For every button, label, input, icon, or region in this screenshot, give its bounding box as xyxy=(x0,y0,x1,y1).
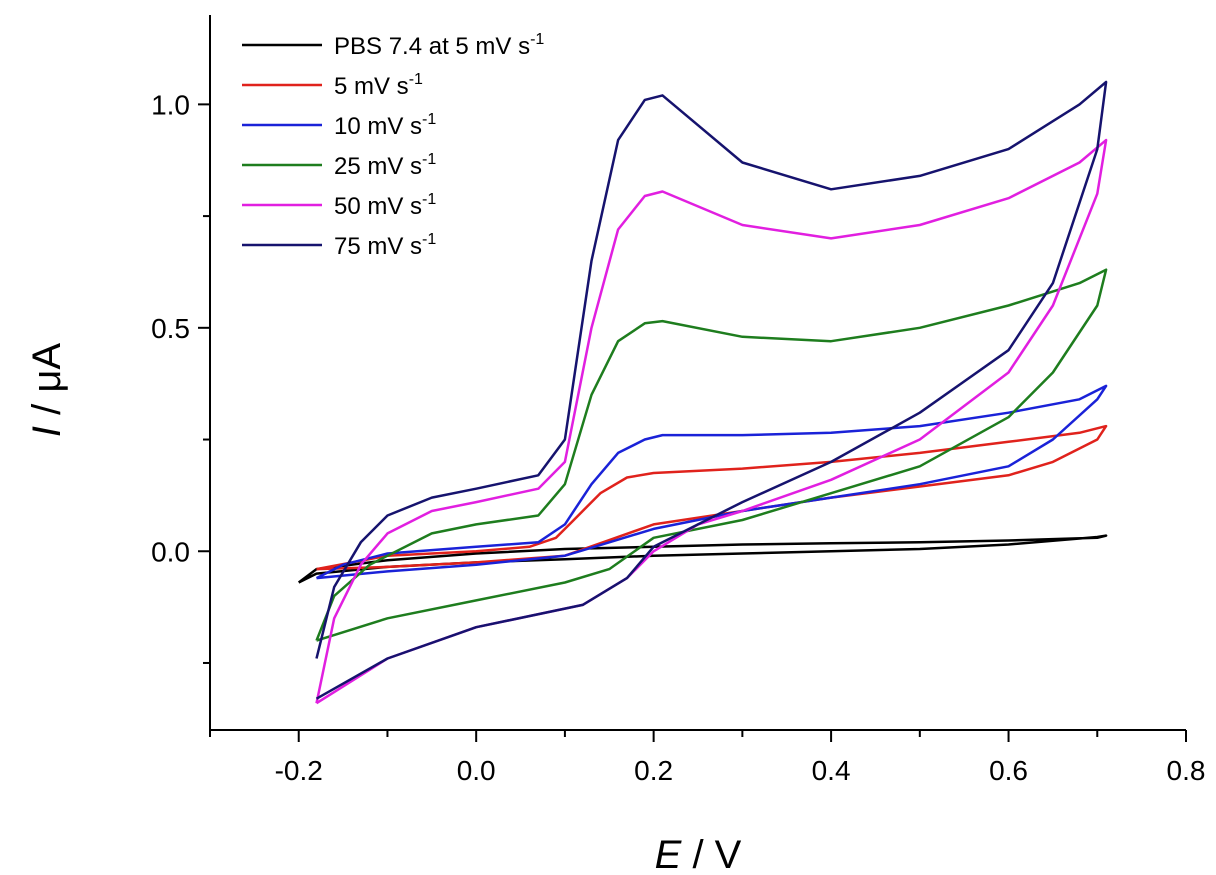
legend-label-2: 10 mV s-1 xyxy=(334,111,436,140)
x-tick-label: 0.0 xyxy=(457,755,496,786)
y-axis-unit: / μA xyxy=(25,343,69,426)
series-line-2 xyxy=(315,384,1108,580)
x-axis-title: E / V xyxy=(655,833,742,875)
legend-label-4: 50 mV s-1 xyxy=(334,191,436,220)
series-line-5 xyxy=(315,80,1108,700)
y-axis-variable: I xyxy=(25,426,69,437)
series-line-1 xyxy=(316,424,1108,571)
y-axis-title: I / μA xyxy=(25,343,69,438)
x-tick-label: 0.6 xyxy=(989,755,1028,786)
y-tick-label: 1.0 xyxy=(151,89,190,120)
series-line-0 xyxy=(297,534,1108,584)
x-axis-unit: / V xyxy=(681,833,741,875)
series-line-3 xyxy=(315,268,1108,642)
x-tick-label: 0.4 xyxy=(812,755,851,786)
legend: PBS 7.4 at 5 mV s-1 5 mV s-1 10 mV s-1 25 m… xyxy=(242,31,544,260)
plot-area xyxy=(209,15,1186,731)
legend-label-1: 5 mV s-1 xyxy=(334,71,423,100)
series-layer xyxy=(297,80,1108,705)
axis-ticks: -0.2 0.0 0.2 0.4 0.6 0.8 0.0 0.5 1.0 xyxy=(151,89,1205,786)
x-axis-variable: E xyxy=(655,833,683,875)
x-tick-label: -0.2 xyxy=(275,755,323,786)
legend-label-0: PBS 7.4 at 5 mV s-1 xyxy=(334,31,544,60)
x-tick-label: 0.8 xyxy=(1167,755,1206,786)
x-tick-label: 0.2 xyxy=(634,755,673,786)
y-tick-label: 0.0 xyxy=(151,536,190,567)
legend-label-5: 75 mV s-1 xyxy=(334,231,436,260)
legend-label-3: 25 mV s-1 xyxy=(334,151,436,180)
y-tick-label: 0.5 xyxy=(151,313,190,344)
series-line-4 xyxy=(315,138,1108,705)
